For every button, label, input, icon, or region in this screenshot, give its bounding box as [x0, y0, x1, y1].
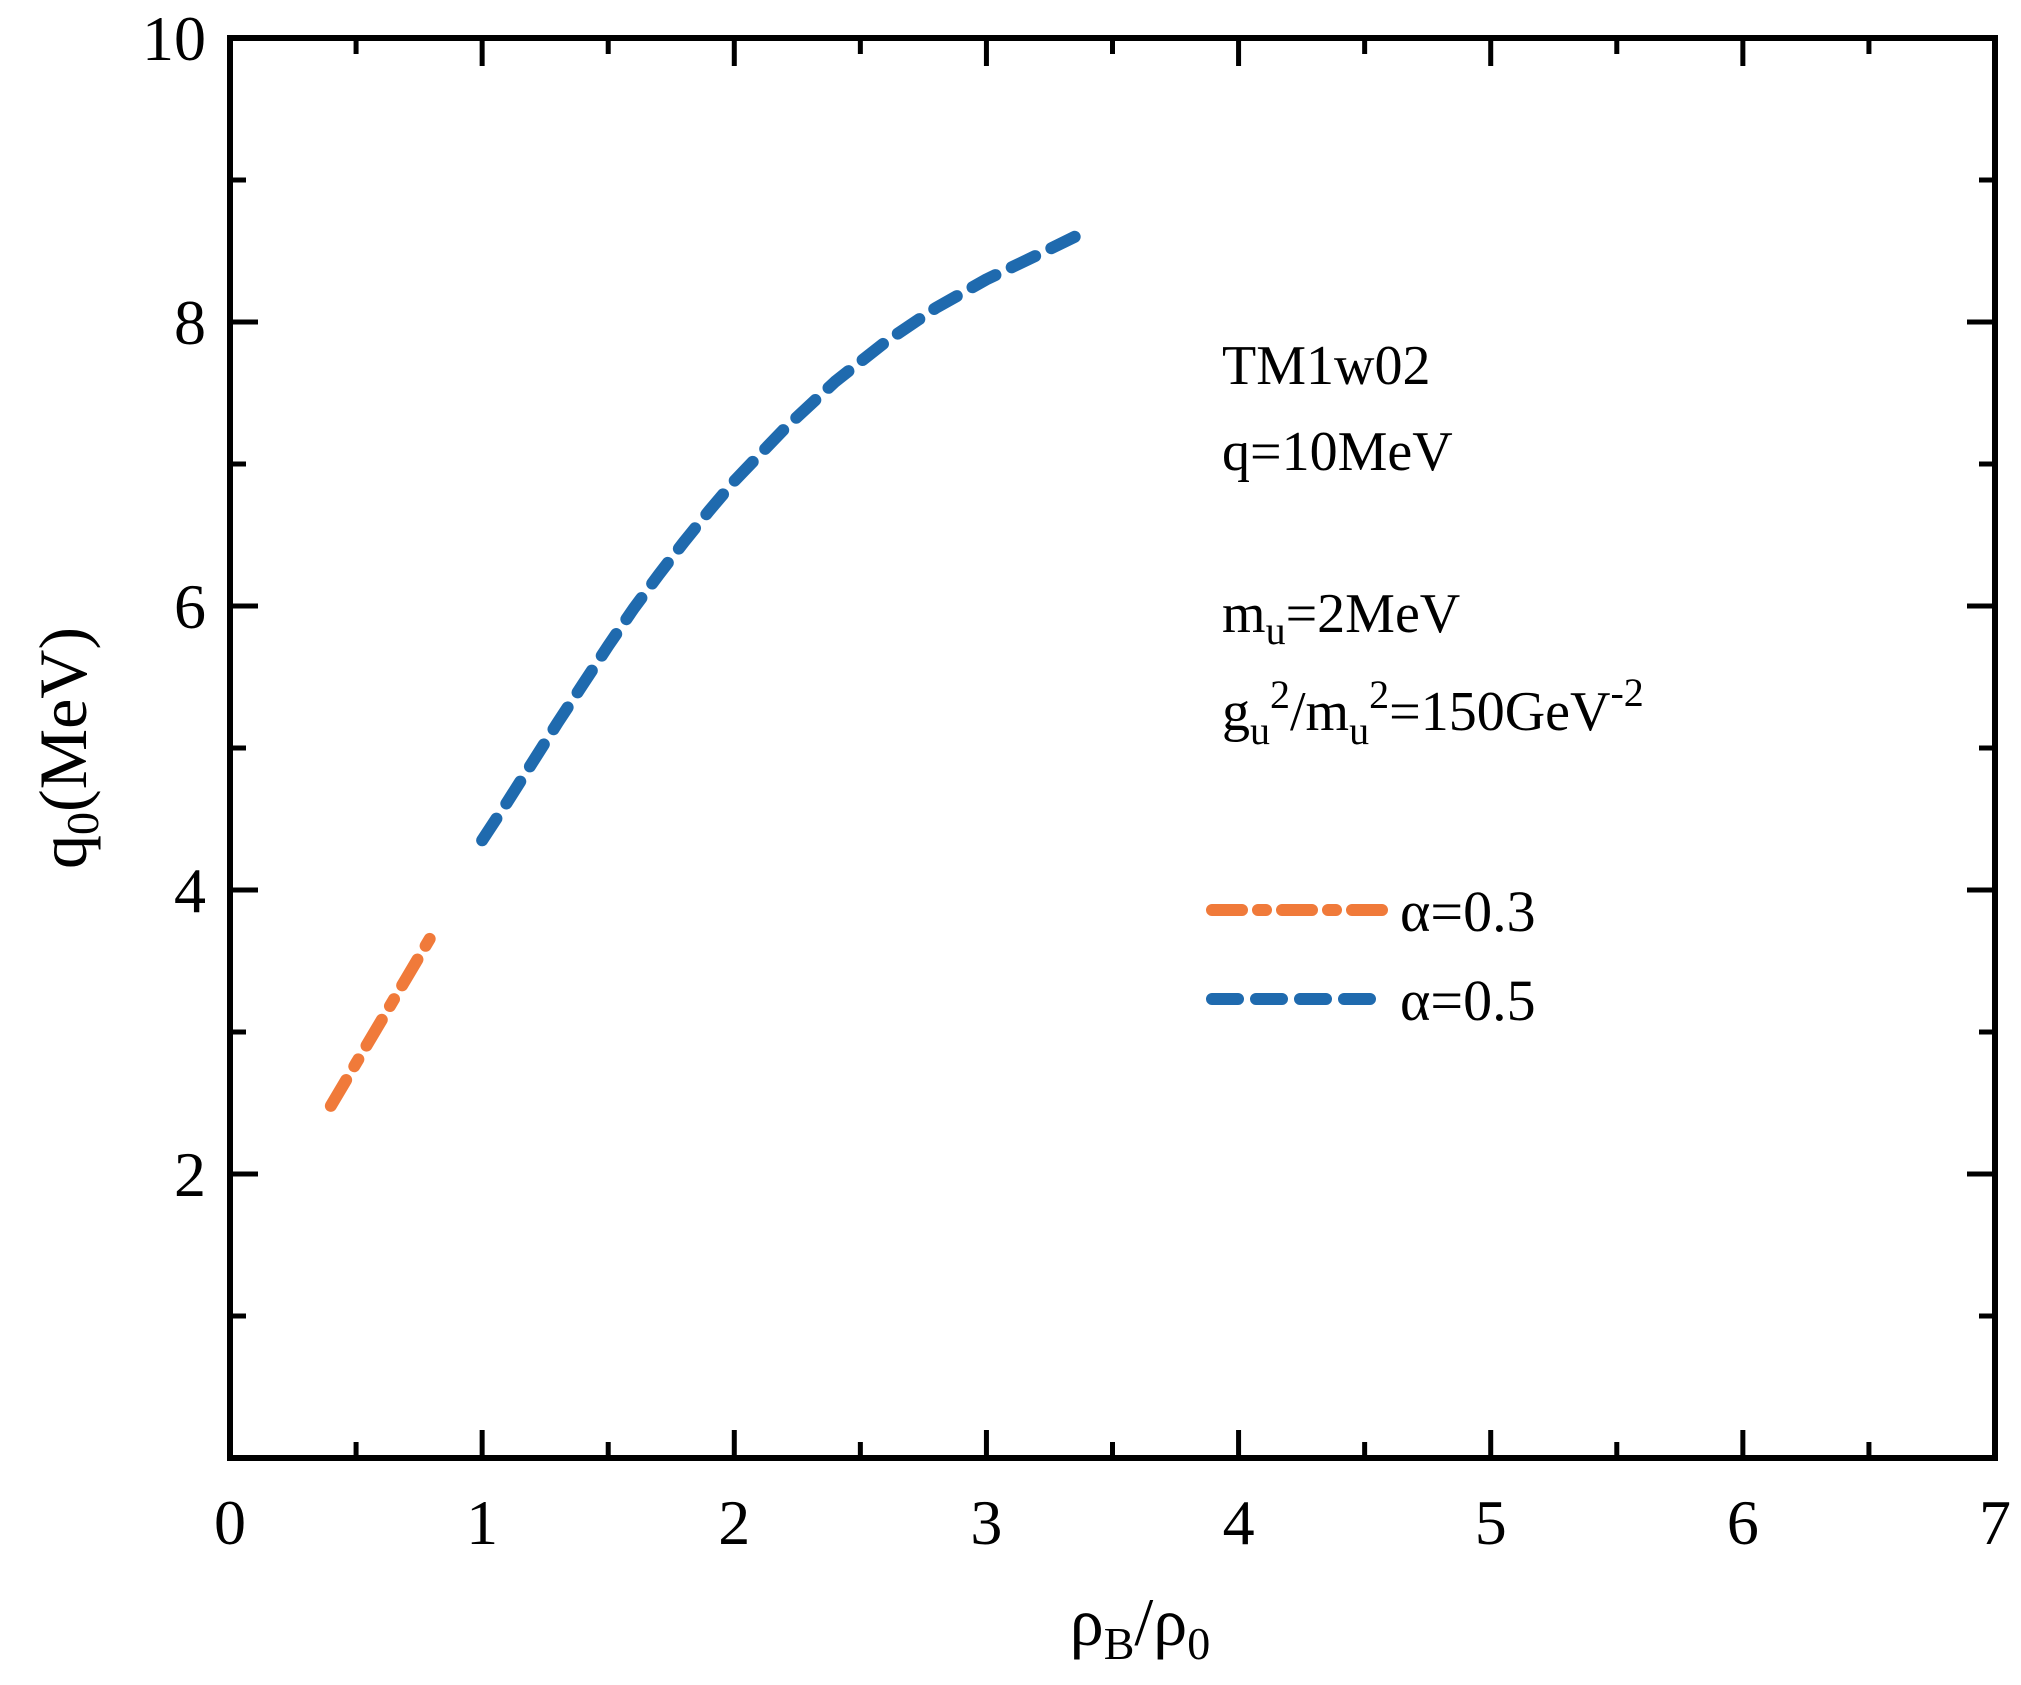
x-tick-label: 5: [1475, 1487, 1507, 1558]
annotation-coupling: gu2/mu2=150GeV-2: [1222, 670, 1644, 753]
x-tick-label: 2: [718, 1487, 750, 1558]
x-tick-label: 6: [1727, 1487, 1759, 1558]
x-tick-label: 3: [970, 1487, 1002, 1558]
y-tick-label: 6: [174, 571, 206, 642]
series-line-1: [476, 230, 1081, 847]
ticks-layer: 0 1 2 3 4 5 6 7 2 4 6 8 10: [142, 3, 2011, 1558]
y-tick-label: 8: [174, 287, 206, 358]
legend: α=0.3 α=0.5: [1206, 879, 1536, 1033]
annotation-mu: mu=2MeV: [1222, 583, 1460, 653]
x-tick-label: 7: [1979, 1487, 2011, 1558]
x-tick-label: 0: [214, 1487, 246, 1558]
x-axis-title: ρB/ρ0: [1070, 1584, 1210, 1669]
x-tick-label: 4: [1223, 1487, 1255, 1558]
legend-label-alpha-0.5: α=0.5: [1400, 968, 1536, 1033]
annotation-block: TM1w02 q=10MeV mu=2MeV gu2/mu2=150GeV-2: [1222, 335, 1644, 753]
y-tick-label: 4: [174, 855, 206, 926]
y-tick-label: 2: [174, 1139, 206, 1210]
y-tick-label: 10: [142, 3, 206, 74]
annotation-q: q=10MeV: [1222, 421, 1453, 483]
series-layer: [324, 230, 1081, 1112]
annotation-model: TM1w02: [1222, 335, 1430, 397]
x-tick-label: 1: [466, 1487, 498, 1558]
series-line-0: [324, 929, 438, 1112]
y-axis-title: q0(MeV): [25, 627, 108, 869]
plot-frame: [227, 35, 1998, 1461]
legend-label-alpha-0.3: α=0.3: [1400, 879, 1536, 944]
